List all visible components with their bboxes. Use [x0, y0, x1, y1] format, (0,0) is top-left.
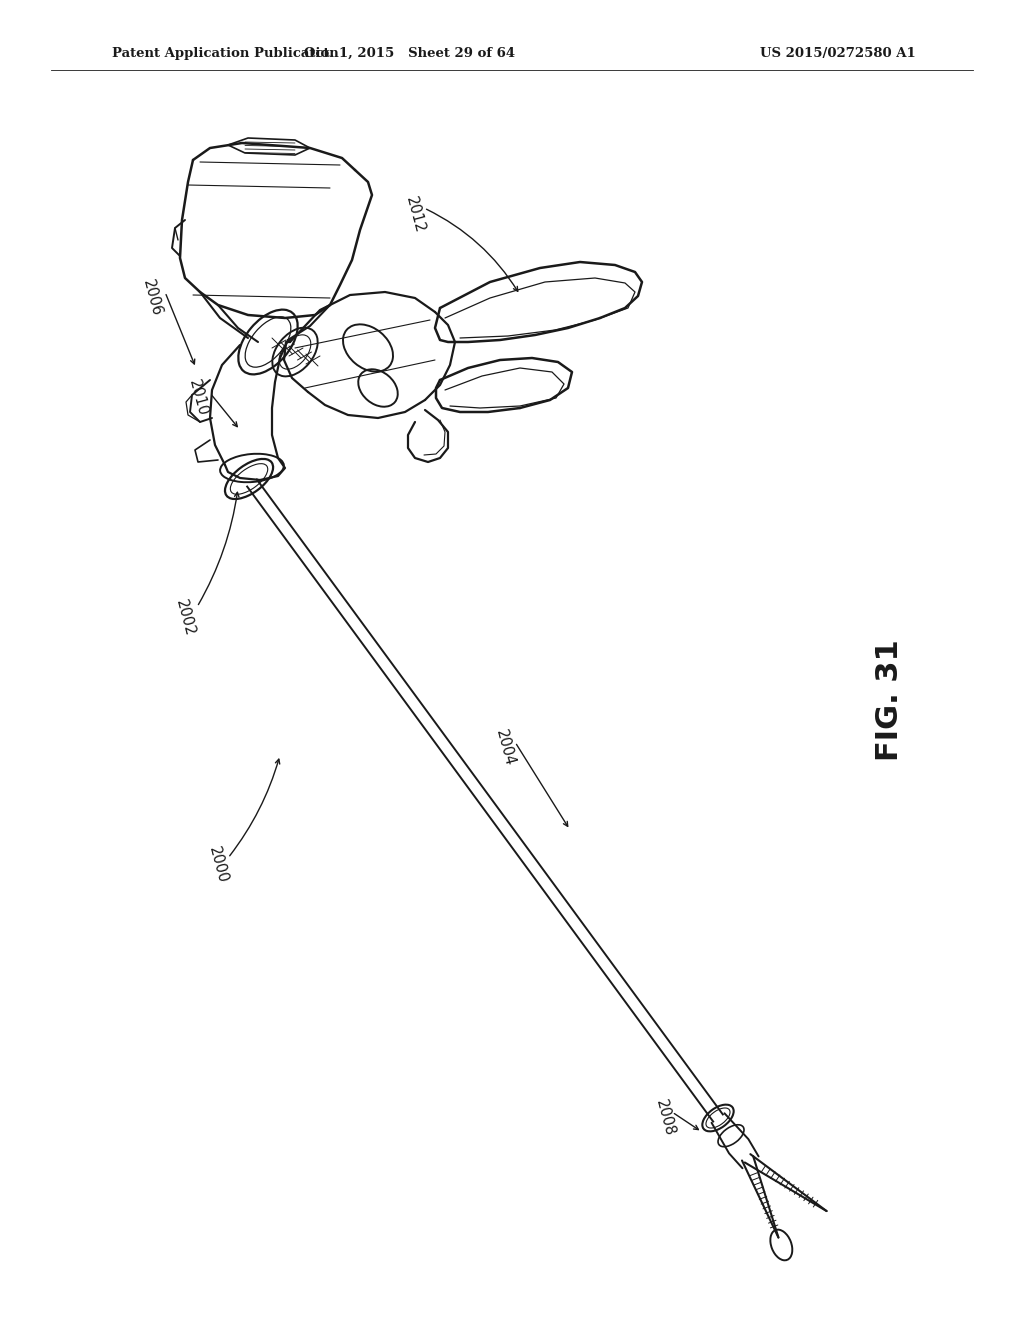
Text: 2004: 2004: [493, 729, 517, 768]
Text: FIG. 31: FIG. 31: [876, 639, 904, 760]
Text: 2006: 2006: [140, 279, 164, 318]
Text: 2000: 2000: [206, 845, 230, 884]
Text: US 2015/0272580 A1: US 2015/0272580 A1: [760, 46, 915, 59]
Text: 2002: 2002: [173, 598, 197, 638]
Text: Oct. 1, 2015   Sheet 29 of 64: Oct. 1, 2015 Sheet 29 of 64: [304, 46, 515, 59]
Text: Patent Application Publication: Patent Application Publication: [112, 46, 339, 59]
Text: 2010: 2010: [186, 378, 210, 418]
Text: 2008: 2008: [653, 1098, 677, 1138]
Text: 2012: 2012: [402, 195, 427, 235]
